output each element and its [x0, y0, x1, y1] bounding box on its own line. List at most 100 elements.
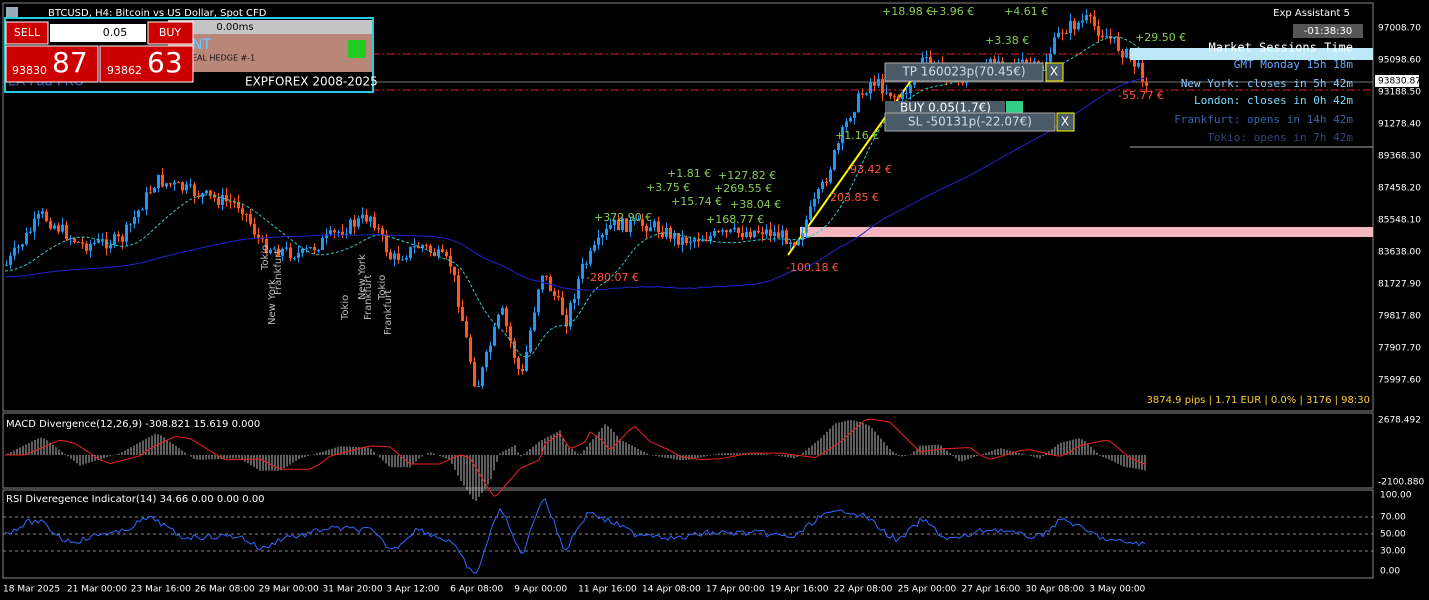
macd-axis: 2678.492 — [1378, 416, 1421, 426]
price-label: 89368.30 — [1378, 152, 1421, 162]
sl-order[interactable] — [884, 112, 1056, 132]
rsi-axis: 30.00 — [1380, 547, 1406, 557]
candle — [569, 302, 572, 327]
candle — [881, 79, 884, 94]
rsi-label: RSI Diveregence Indicator(14) 34.66 0.00… — [6, 494, 265, 505]
candle — [797, 240, 800, 246]
profit-label: +29.50 € — [1135, 31, 1186, 44]
rsi-line — [4, 498, 1146, 574]
candle — [333, 230, 336, 233]
tp-order[interactable] — [884, 62, 1044, 82]
candle — [81, 242, 84, 244]
candle — [393, 253, 396, 260]
tp-label: TP 160023p(70.45€) — [901, 65, 1025, 79]
candle — [409, 246, 412, 258]
candle — [1089, 14, 1092, 17]
candle — [169, 183, 172, 185]
candle — [237, 202, 240, 209]
panel-body — [168, 34, 372, 72]
candle — [525, 351, 528, 372]
candle — [61, 224, 64, 232]
candle — [321, 238, 324, 250]
profit-label: +269.55 € — [714, 182, 772, 195]
candle — [721, 230, 724, 232]
candle — [309, 247, 312, 249]
candle — [481, 367, 484, 387]
candle — [625, 218, 628, 232]
profit-label: -280.07 € — [586, 271, 639, 284]
candle — [77, 241, 80, 243]
time-label: 3 Apr 12:00 — [386, 585, 439, 595]
time-label: 29 Mar 00:00 — [259, 585, 319, 595]
candle — [561, 297, 564, 315]
candle — [681, 237, 684, 245]
candle — [689, 241, 692, 244]
session-mark: Frankfurt — [383, 290, 394, 335]
candle — [221, 194, 224, 205]
candle — [153, 188, 156, 193]
candle — [513, 340, 516, 358]
candle — [901, 92, 904, 99]
time-label: 17 Apr 00:00 — [706, 585, 765, 595]
buy-price[interactable] — [99, 45, 194, 83]
candle — [89, 243, 92, 251]
time-label: 21 Mar 00:00 — [67, 585, 127, 595]
buy-order[interactable] — [885, 101, 1005, 115]
candle — [389, 252, 392, 260]
tp-close[interactable] — [1045, 62, 1064, 82]
candle — [609, 225, 612, 229]
candle — [45, 211, 48, 222]
rsi-axis: 100.00 — [1380, 491, 1412, 501]
lot-box[interactable] — [50, 24, 146, 42]
candle — [829, 169, 832, 183]
candle — [637, 219, 640, 221]
current-price: 93830.87 — [1378, 77, 1421, 87]
candle — [785, 230, 788, 244]
candle — [465, 320, 468, 338]
candle — [97, 239, 100, 243]
candle — [885, 92, 888, 94]
candle — [457, 275, 460, 307]
candle — [657, 221, 660, 233]
profit-label: +4.61 € — [1004, 5, 1048, 18]
session-mark: Tokio — [260, 245, 271, 271]
sl-label: SL -50131p(-22.07€) — [908, 115, 1032, 129]
candle — [401, 259, 404, 261]
candle — [529, 330, 532, 352]
candle — [121, 236, 124, 242]
candle — [649, 227, 652, 232]
profit-label: +3.96 € — [930, 5, 974, 18]
candle — [889, 92, 892, 97]
sell-price[interactable] — [5, 45, 99, 83]
profit-label: +168.77 € — [706, 213, 764, 226]
candle — [69, 238, 72, 240]
candle — [737, 227, 740, 234]
price-label: 95098.60 — [1378, 56, 1421, 66]
candle — [733, 227, 736, 230]
candle — [1049, 53, 1052, 63]
candle — [217, 197, 220, 205]
candle — [869, 81, 872, 94]
candle — [261, 238, 264, 240]
time-label: 25 Apr 00:00 — [898, 585, 957, 595]
candle — [545, 275, 548, 277]
sl-close[interactable] — [1056, 112, 1075, 132]
candle — [429, 245, 432, 252]
candle — [225, 194, 228, 202]
candle — [581, 263, 584, 279]
candle — [873, 81, 876, 86]
candle — [565, 314, 568, 327]
candle — [289, 247, 292, 258]
sell-button[interactable] — [5, 21, 49, 45]
smile[interactable] — [348, 40, 366, 58]
candle — [141, 209, 144, 211]
candle — [9, 255, 12, 265]
buy-close[interactable] — [1006, 101, 1023, 115]
session-mark: Tokio — [377, 275, 388, 301]
buy-small: 93862 — [107, 64, 142, 77]
candle — [769, 229, 772, 237]
buy-button[interactable] — [147, 21, 194, 45]
candle — [533, 312, 536, 331]
candle — [273, 248, 276, 250]
candle — [197, 196, 200, 198]
